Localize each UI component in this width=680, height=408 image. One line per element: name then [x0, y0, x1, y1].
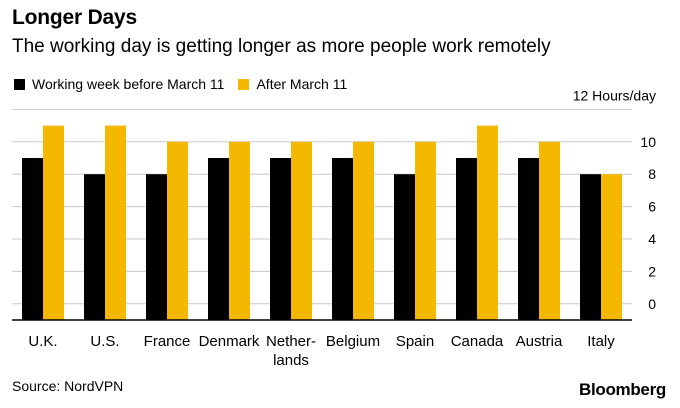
legend-item-before: Working week before March 11	[14, 76, 224, 92]
chart-title: Longer Days	[12, 6, 137, 29]
x-tick-label: Italy	[587, 333, 615, 350]
legend-swatch-before	[14, 78, 25, 90]
brand-logo: Bloomberg	[578, 380, 666, 399]
y-tick-label: 0	[648, 296, 656, 312]
bar-after	[43, 125, 64, 320]
bar-before	[518, 158, 539, 320]
x-tick-label: Spain	[396, 333, 434, 350]
legend: Working week before March 11 After March…	[14, 76, 361, 92]
legend-swatch-after	[238, 78, 250, 90]
x-tick-label: Denmark	[199, 333, 260, 350]
x-tick-label: U.K.	[28, 333, 57, 350]
y-tick-label: 10	[640, 134, 656, 150]
legend-label-after: After March 11	[256, 76, 348, 92]
y-tick-label: 4	[648, 231, 656, 247]
bar-before	[22, 158, 43, 320]
y-tick-label: 6	[648, 199, 656, 215]
legend-item-after: After March 11	[238, 76, 347, 92]
legend-label-before: Working week before March 11	[32, 76, 225, 92]
x-tick-label: Canada	[451, 333, 504, 350]
bar-before	[146, 174, 167, 320]
bar-before	[580, 174, 601, 320]
bar-after	[353, 141, 374, 320]
bar-before	[456, 158, 477, 320]
x-tick-label: lands	[273, 352, 309, 369]
bar-after	[539, 141, 560, 320]
bar-before	[394, 174, 415, 320]
source-note: Source: NordVPN	[12, 378, 124, 394]
bar-before	[270, 158, 291, 320]
x-tick-label: Austria	[516, 333, 563, 350]
bar-before	[84, 174, 105, 320]
bar-after	[415, 141, 436, 320]
bar-after	[167, 141, 188, 320]
bar-after	[291, 141, 312, 320]
x-tick-label: Belgium	[326, 333, 380, 350]
y-tick-label: 8	[648, 166, 656, 182]
x-tick-label: France	[144, 333, 191, 350]
y-unit-label: 12 Hours/day	[573, 87, 656, 103]
bar-after	[105, 125, 126, 320]
bar-before	[332, 158, 353, 320]
chart-subtitle: The working day is getting longer as mor…	[12, 36, 551, 57]
bar-after	[601, 174, 622, 320]
bar-after	[229, 141, 250, 320]
x-tick-label: Nether-	[266, 333, 316, 350]
x-tick-label: U.S.	[90, 333, 119, 350]
bar-after	[477, 125, 498, 320]
bar-before	[208, 158, 229, 320]
y-tick-label: 2	[648, 263, 656, 279]
